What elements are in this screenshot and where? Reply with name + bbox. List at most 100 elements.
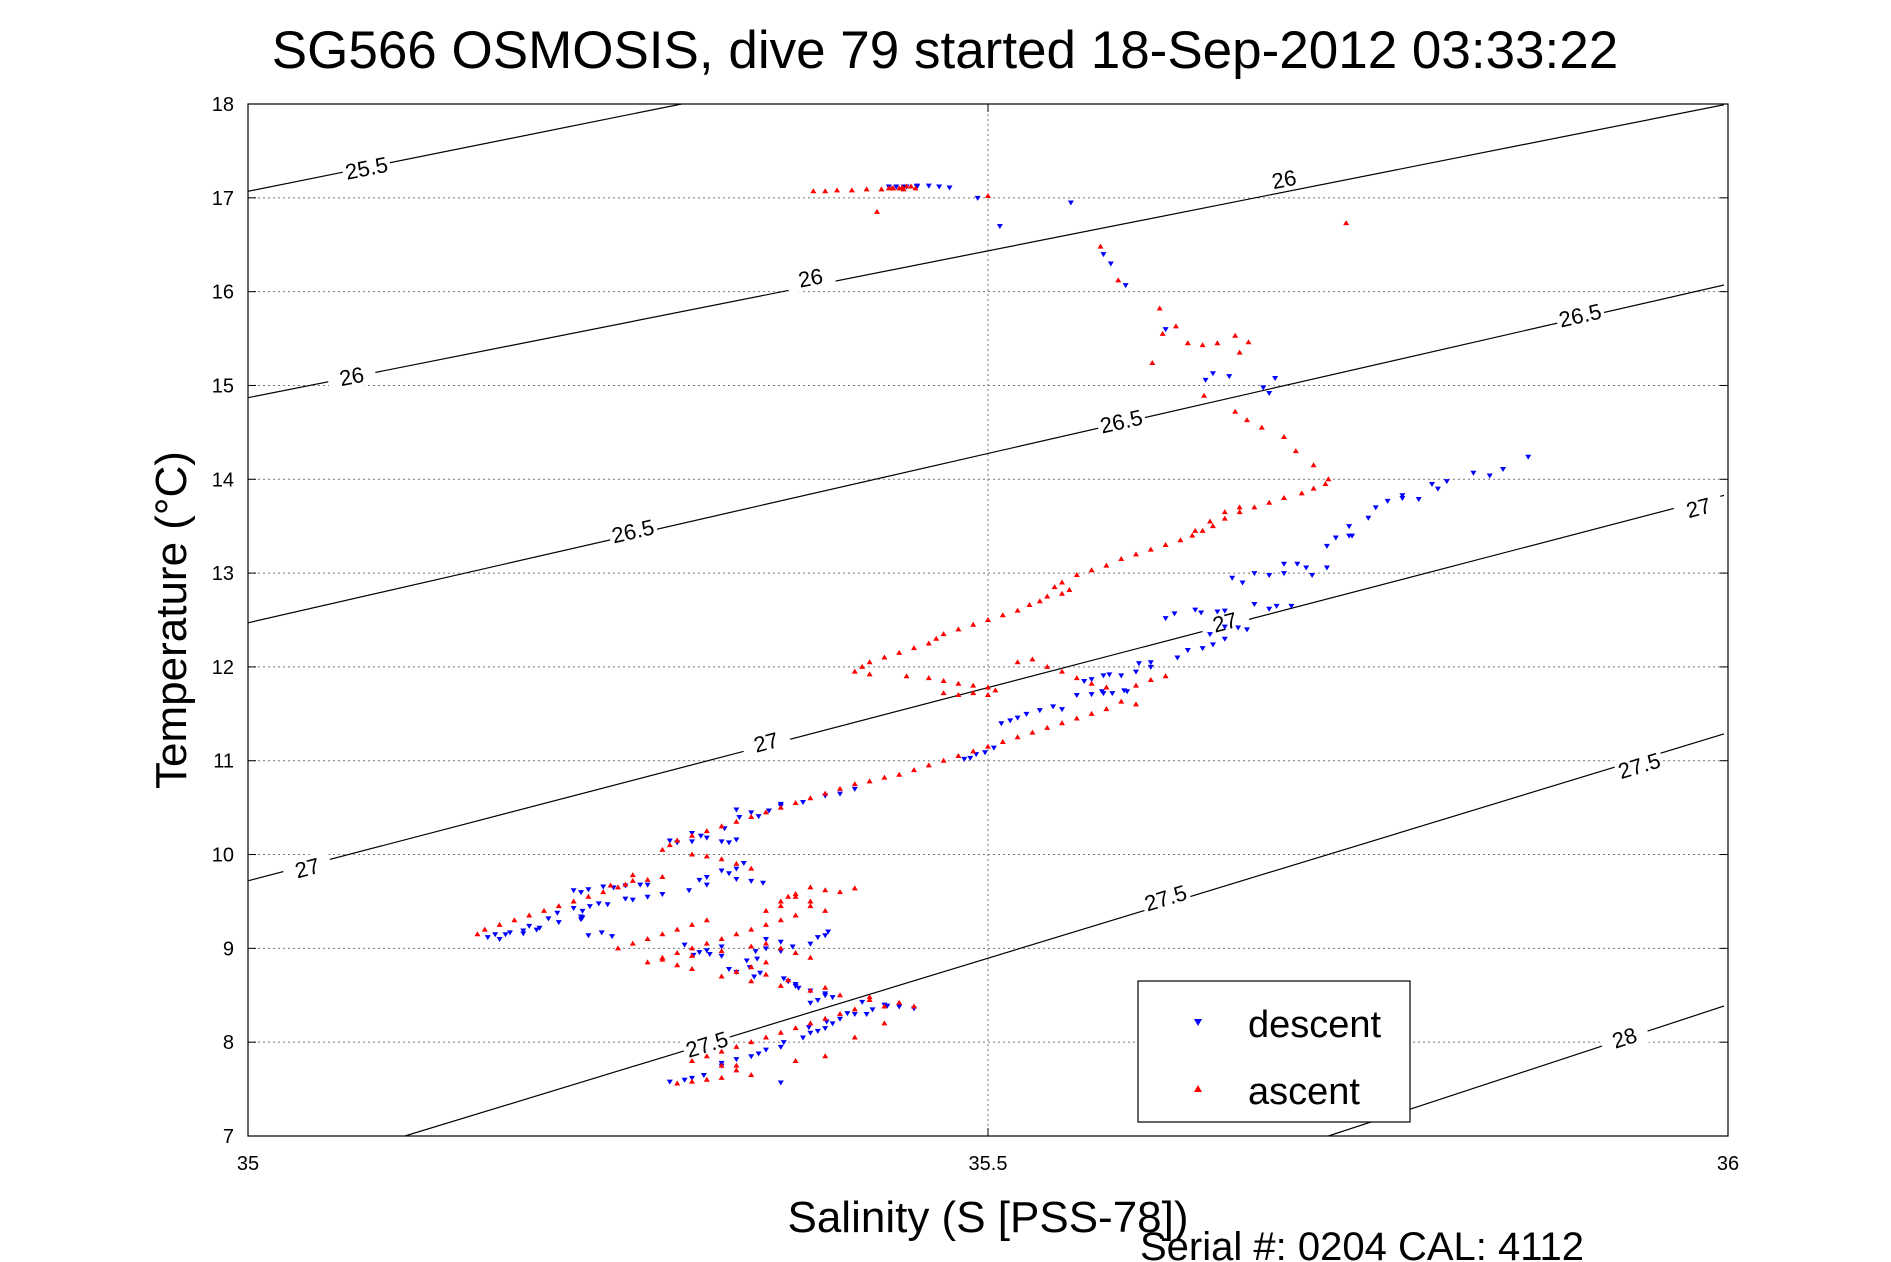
descent-point <box>1073 693 1080 699</box>
contour-label-background <box>680 1025 734 1063</box>
ascent-point <box>807 903 814 909</box>
ascent-point <box>925 762 932 768</box>
descent-point <box>748 810 755 816</box>
descent-point <box>1281 571 1287 577</box>
descent-point <box>763 1047 769 1053</box>
ascent-point <box>866 671 873 677</box>
descent-point <box>1221 608 1228 614</box>
descent-point <box>990 745 997 751</box>
ascent-point <box>1236 349 1243 355</box>
descent-point <box>1332 535 1339 541</box>
ascent-point <box>733 818 740 824</box>
ascent-point <box>777 804 784 810</box>
descent-point <box>733 1057 740 1063</box>
ascent-point <box>763 921 769 927</box>
descent-point <box>757 970 764 976</box>
descent-point <box>748 878 755 884</box>
y-axis-ticks: 7 8 9 10 11 12 13 14 15 16 17 18 <box>212 94 1728 1148</box>
ascent-point <box>837 785 843 791</box>
ascent-point <box>863 186 870 192</box>
descent-point <box>1443 479 1450 485</box>
descent-point <box>936 184 943 190</box>
descent-point <box>718 868 725 874</box>
y-tick-label: 11 <box>213 751 234 773</box>
ascent-point <box>777 1029 784 1035</box>
ascent-point <box>1159 330 1166 336</box>
ascent-point <box>666 842 673 848</box>
contour-label-27.5: 27.5 <box>1615 748 1663 784</box>
data-points <box>474 183 1532 1086</box>
y-tick-label: 14 <box>212 469 234 491</box>
ascent-point <box>718 948 725 954</box>
ascent-point <box>1199 342 1206 348</box>
ascent-point <box>629 872 636 878</box>
descent-point <box>829 995 836 1001</box>
ascent-point <box>834 187 841 193</box>
descent-point <box>1106 672 1113 678</box>
descent-point <box>604 902 611 908</box>
ascent-point <box>896 771 903 777</box>
descent-point <box>851 1012 858 1018</box>
ascent-point <box>718 823 725 829</box>
ascent-point <box>733 1062 740 1068</box>
legend-label-ascent: ascent <box>1248 1071 1360 1113</box>
descent-point <box>595 901 602 907</box>
descent-point <box>526 923 533 929</box>
descent-point <box>1384 498 1391 504</box>
descent-point <box>585 933 592 939</box>
descent-point <box>703 882 710 888</box>
ascent-point <box>955 626 962 632</box>
legend-marker-ascent <box>1194 1085 1202 1092</box>
ascent-point <box>748 926 755 932</box>
ascent-point <box>644 876 651 882</box>
contour-label-background <box>739 724 793 760</box>
descent-point <box>1121 688 1128 694</box>
ascent-point <box>659 874 666 880</box>
ascent-point <box>689 921 695 927</box>
ascent-point <box>1133 701 1139 707</box>
ascent-point <box>1073 571 1080 577</box>
descent-point <box>1266 572 1273 578</box>
descent-point <box>1346 524 1353 530</box>
ascent-point <box>792 1057 799 1063</box>
descent-point <box>1109 691 1116 697</box>
ascent-point <box>1258 424 1265 430</box>
ascent-point <box>999 738 1006 744</box>
legend-marker-descent <box>1194 1019 1202 1026</box>
descent-point <box>696 950 703 956</box>
ascent-point <box>703 917 710 923</box>
ascent-point <box>1088 567 1095 573</box>
ascent-point <box>1207 518 1213 524</box>
descent-point <box>1235 625 1242 631</box>
descent-point <box>686 888 693 894</box>
descent-point <box>792 983 799 989</box>
ascent-point <box>1029 656 1036 662</box>
ascent-point <box>881 774 888 780</box>
y-tick-label: 13 <box>212 563 234 585</box>
descent-point <box>765 808 772 814</box>
ascent-point <box>1088 710 1095 716</box>
ascent-point <box>859 663 866 669</box>
ascent-point <box>1059 579 1065 585</box>
descent-point <box>822 1026 829 1032</box>
ascent-point <box>703 1053 710 1059</box>
contour-label-background <box>1095 404 1148 439</box>
descent-point <box>666 1079 673 1085</box>
descent-point <box>884 1003 891 1009</box>
ascent-point <box>689 1057 695 1063</box>
ascent-point <box>985 692 991 698</box>
x-axis-label: Salinity (S [PSS-78]) <box>787 1193 1188 1242</box>
ascent-point <box>896 649 903 655</box>
ascent-point <box>1232 408 1239 414</box>
contour-label-26: 26 <box>796 263 825 292</box>
ascent-point <box>1133 682 1139 688</box>
descent-point <box>777 949 784 955</box>
chart-title: SG566 OSMOSIS, dive 79 started 18-Sep-20… <box>272 21 1618 80</box>
ascent-point <box>985 617 991 622</box>
descent-point <box>726 840 732 846</box>
descent-point <box>822 933 829 939</box>
ascent-point <box>940 677 947 683</box>
descent-point <box>1147 660 1154 666</box>
descent-point <box>814 1028 821 1034</box>
